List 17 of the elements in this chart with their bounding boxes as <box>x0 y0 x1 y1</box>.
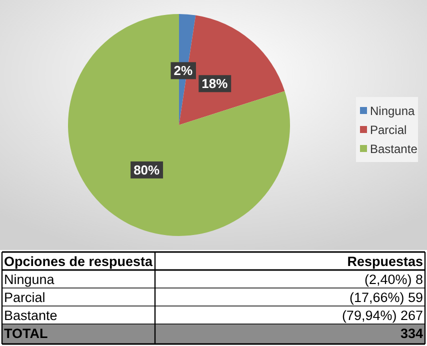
category-label: Bastante <box>4 308 58 323</box>
legend-label: Ninguna <box>370 104 416 118</box>
text: (17,66%) 59 <box>349 290 423 305</box>
legend-label: Bastante <box>370 142 418 156</box>
text: (79,94%) 267 <box>342 308 423 323</box>
text: (2,40%) 8 <box>364 272 423 287</box>
text: Opciones de respuesta <box>4 254 154 269</box>
data-label: 2% <box>174 63 193 78</box>
data-label: 80% <box>134 162 160 178</box>
category-label: Ninguna <box>4 272 54 287</box>
pie-slice <box>68 14 290 236</box>
text: 334 <box>400 326 424 341</box>
category-label: Parcial <box>4 290 46 305</box>
data-label: 18% <box>202 76 228 92</box>
text: TOTAL <box>4 326 48 341</box>
legend-label: Parcial <box>370 123 407 137</box>
text: Respuestas <box>347 254 423 269</box>
